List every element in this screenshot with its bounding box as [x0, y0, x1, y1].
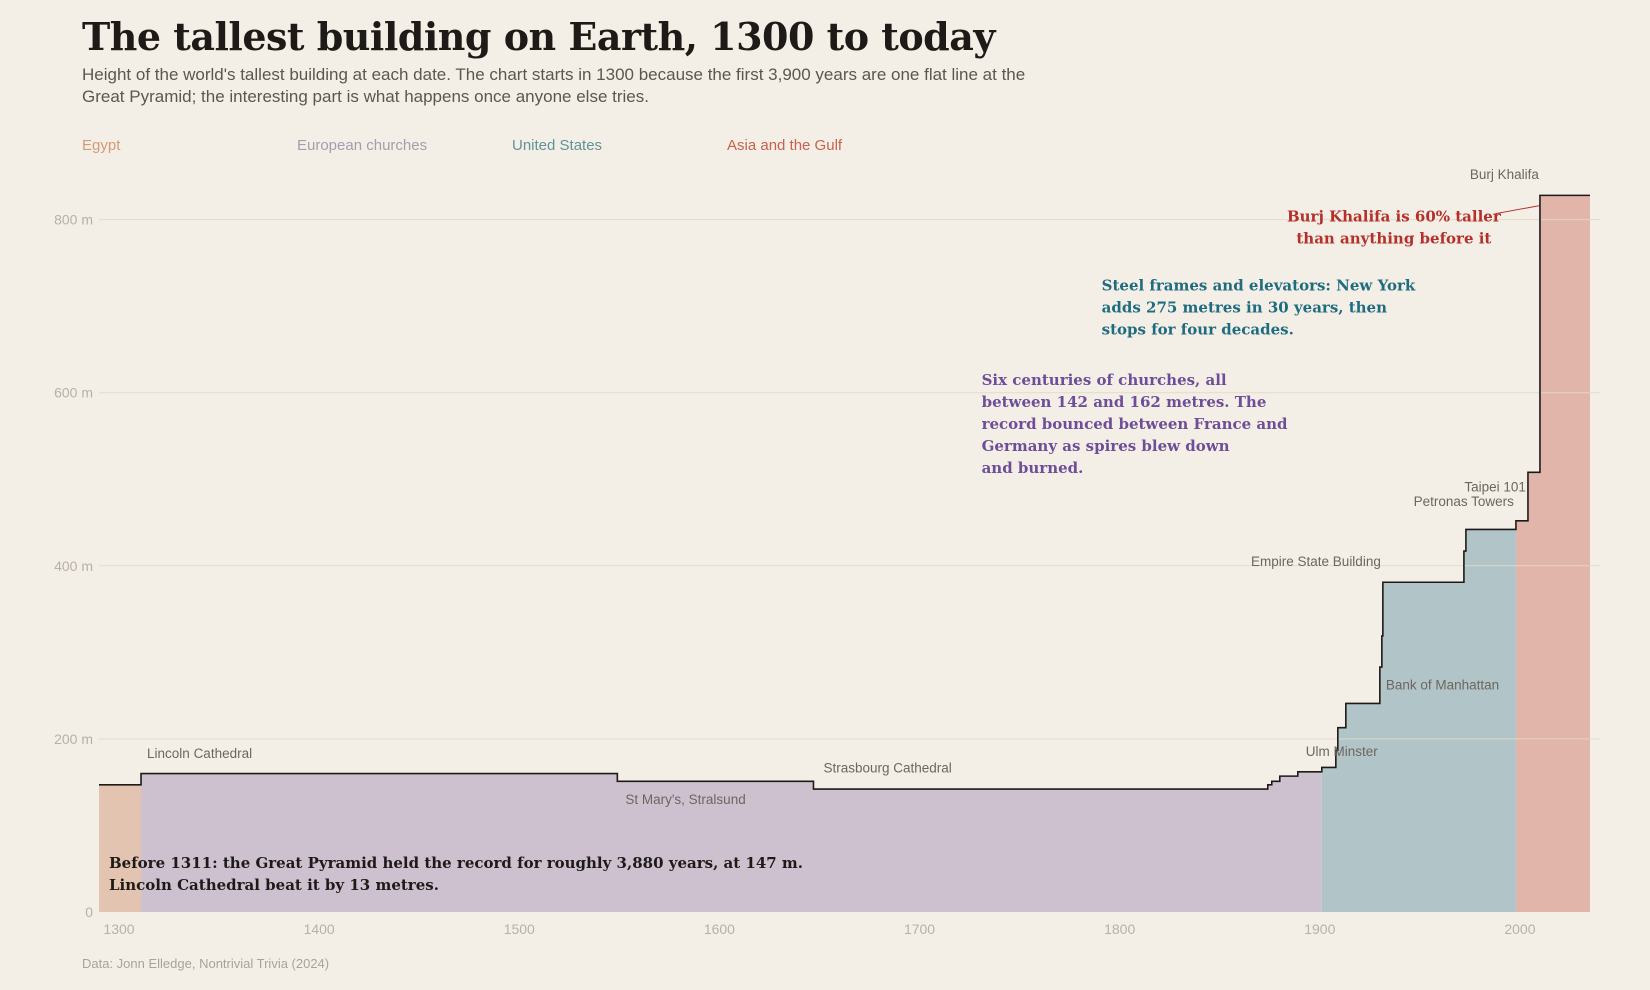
annotation-3: Burj Khalifa is 60% taller than anything … [1287, 207, 1502, 247]
building-label: Ulm Minster [1306, 744, 1379, 759]
annotation-2: Steel frames and elevators: New York adds… [1102, 277, 1416, 339]
annotation-line: than anything before it [1296, 229, 1491, 247]
area-egypt [99, 784, 142, 912]
x-tick-label: 1800 [1104, 921, 1135, 937]
building-label: Taipei 101 [1464, 479, 1526, 494]
building-label: Bank of Manhattan [1386, 678, 1499, 693]
annotation-line: adds 275 metres in 30 years, then [1102, 299, 1387, 317]
x-tick-label: 1300 [103, 921, 134, 937]
annotation-line: Steel frames and elevators: New York [1102, 277, 1416, 295]
y-tick-label: 400 m [54, 558, 93, 574]
annotation-line: Before 1311: the Great Pyramid held the … [109, 854, 803, 872]
x-tick-label: 1700 [904, 921, 935, 937]
annotation-line: and burned. [982, 459, 1084, 477]
annotation-line: stops for four decades. [1102, 321, 1294, 339]
page-subtitle: Height of the world's tallest building a… [82, 65, 1026, 106]
y-tick-label: 0 [85, 904, 93, 920]
building-label: St Mary's, Stralsund [625, 792, 745, 807]
area-asia-and-the-gulf [1515, 195, 1590, 912]
record-height-line [99, 194, 1590, 790]
x-tick-label: 1900 [1304, 921, 1335, 937]
y-tick-label: 200 m [54, 731, 93, 747]
building-label: Petronas Towers [1414, 494, 1515, 509]
annotation-line: Germany as spires blew down [982, 437, 1230, 455]
annotation-line: Burj Khalifa is 60% taller [1287, 207, 1502, 225]
legend-item-asia-gulf[interactable]: Asia and the Gulf [727, 137, 843, 154]
x-tick-label: 1600 [704, 921, 735, 937]
annotation-line: Lincoln Cathedral beat it by 13 metres. [109, 876, 439, 894]
annotation-0: Before 1311: the Great Pyramid held the … [109, 854, 803, 894]
x-tick-label: 2000 [1504, 921, 1535, 937]
y-tick-label: 600 m [54, 385, 93, 401]
x-tick-label: 1500 [504, 921, 535, 937]
annotation-line: record bounced between France and [982, 415, 1288, 433]
page-title: The tallest building on Earth, 1300 to t… [82, 14, 995, 59]
x-tick-label: 1400 [304, 921, 335, 937]
y-tick-label: 800 m [54, 212, 93, 228]
annotation-line: Six centuries of churches, all [982, 371, 1227, 389]
source-note: Data: Jonn Elledge, Nontrivial Trivia (2… [82, 956, 330, 971]
building-label: Empire State Building [1251, 554, 1381, 569]
annotation-leader-line [1495, 205, 1540, 215]
area-european-churches [141, 771, 1322, 912]
building-label: Strasbourg Cathedral [823, 761, 951, 776]
building-label: Lincoln Cathedral [147, 746, 252, 761]
annotation-1: Six centuries of churches, all between 14… [982, 371, 1288, 477]
legend-item-united-states[interactable]: United States [512, 137, 603, 154]
area-united-states [1321, 529, 1516, 912]
annotation-line: between 142 and 162 metres. The [982, 393, 1267, 411]
legend-item-egypt[interactable]: Egypt [82, 137, 121, 154]
legend-item-european-churches[interactable]: European churches [297, 137, 428, 154]
building-label: Burj Khalifa [1470, 167, 1540, 182]
